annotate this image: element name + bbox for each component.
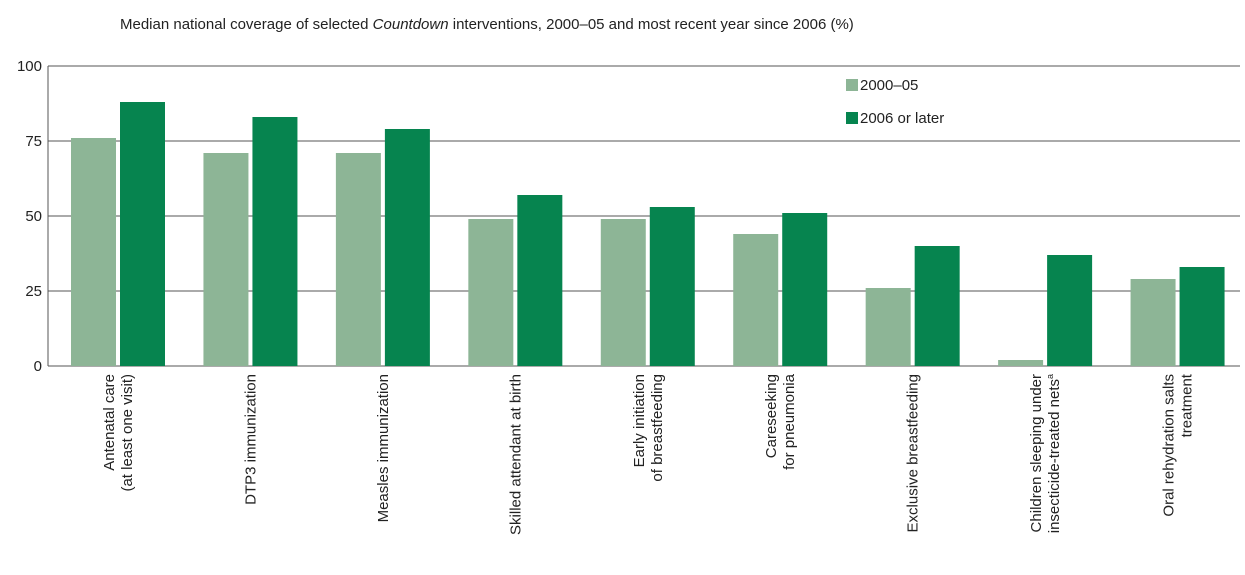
bar-series1 (335, 153, 381, 366)
bar-series2 (782, 213, 828, 366)
bar-series2 (384, 129, 430, 366)
bar-series1 (865, 288, 911, 366)
chart-title-prefix: Median national coverage of selected (120, 16, 373, 33)
legend-label: 2000–05 (860, 77, 918, 94)
chart-title-suffix: interventions, 2000–05 and most recent y… (448, 16, 854, 33)
bar-series1 (998, 360, 1044, 366)
bar-series2 (120, 102, 165, 366)
x-category-label: Skilled attendant at birth (507, 374, 524, 535)
x-category-label: insecticide-treated netsa (1045, 374, 1063, 533)
y-tick-label: 75 (25, 133, 42, 150)
y-tick-label: 0 (34, 358, 42, 375)
x-category-label: (at least one visit) (119, 374, 136, 492)
x-category-label: treatment (1179, 373, 1196, 437)
legend-swatch (846, 79, 858, 91)
bar-series1 (1130, 279, 1176, 366)
x-category-label: Careseeking (763, 374, 780, 458)
x-category-label: DTP3 immunization (242, 374, 259, 505)
x-category-label: Early initiation (631, 374, 648, 467)
x-category-label: Antenatal care (101, 374, 118, 471)
legend-swatch (846, 112, 858, 124)
x-category-label: Oral rehydration salts (1161, 374, 1178, 517)
bar-series1 (468, 219, 514, 366)
chart-title: Median national coverage of selected Cou… (120, 16, 1220, 33)
footnote-marker: a (1045, 374, 1055, 379)
x-category-label: Measles immunization (375, 374, 392, 522)
y-tick-label: 25 (25, 283, 42, 300)
bar-series2 (252, 117, 298, 366)
y-tick-label: 100 (17, 58, 42, 75)
bar-series1 (71, 138, 116, 366)
bar-series1 (203, 153, 249, 366)
bar-series2 (517, 195, 563, 366)
y-tick-label: 50 (25, 208, 42, 225)
bar-series2 (1047, 255, 1093, 366)
bar-series2 (1179, 267, 1225, 366)
bar-series2 (914, 246, 960, 366)
legend-label: 2006 or later (860, 110, 944, 127)
x-category-label: for pneumonia (781, 373, 798, 470)
x-category-label: of breastfeeding (649, 374, 666, 482)
bar-series1 (733, 234, 779, 366)
x-category-label: Children sleeping under (1028, 374, 1045, 532)
bar-series2 (649, 207, 695, 366)
x-category-label: Exclusive breastfeeding (905, 374, 922, 532)
bar-series1 (600, 219, 646, 366)
chart-title-italic: Countdown (372, 16, 449, 33)
